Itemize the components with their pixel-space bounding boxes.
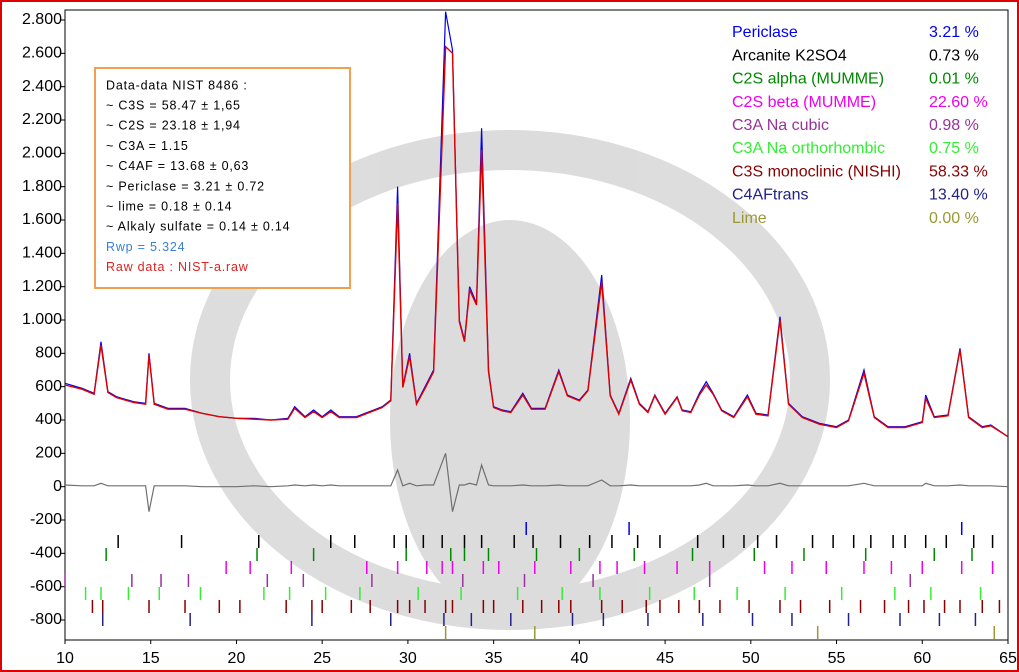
legend-value: 22.60 % [929,94,988,111]
y-tick-label: 1.200 [22,278,62,295]
x-tick-label: 30 [399,650,417,667]
y-tick-label: 2.400 [22,78,62,95]
legend-label: C3A Na cubic [732,117,829,134]
annotation-box [94,67,351,289]
legend-value: 0.01 % [929,71,979,88]
legend-label: C2S alpha (MUMME) [732,71,884,88]
annotation-line: Raw data : NIST-a.raw [106,260,249,274]
annotation-line: ~ Alkaly sulfate = 0.14 ± 0.14 [106,220,290,234]
y-tick-label: 1.600 [22,211,62,228]
series-line [64,453,1009,512]
y-tick-label: 600 [35,378,62,395]
x-tick-label: 55 [828,650,846,667]
y-tick-label: 1.800 [22,178,62,195]
x-tick-label: 50 [742,650,760,667]
legend-value: 3.21 % [929,24,979,41]
y-tick-label: 2.200 [22,111,62,128]
y-tick-label: 2.000 [22,145,62,162]
y-tick-label: 800 [35,345,62,362]
annotation-line: ~ C3S = 58.47 ± 1,65 [106,98,241,112]
annotation-line: ~ C3A = 1.15 [106,139,189,153]
y-tick-label: -800 [30,611,62,628]
x-tick-label: 65 [999,650,1017,667]
y-tick-label: 1.400 [22,245,62,262]
y-tick-label: -400 [30,545,62,562]
x-tick-label: 15 [142,650,160,667]
legend-label: C2S beta (MUMME) [732,94,876,111]
legend-value: 58.33 % [929,163,988,180]
x-tick-label: 60 [913,650,931,667]
series-line [64,45,1009,438]
y-tick-label: 2.800 [22,11,62,28]
y-tick-label: -600 [30,578,62,595]
x-tick-label: 25 [313,650,331,667]
legend-value: 0.98 % [929,117,979,134]
y-tick-label: 2.600 [22,45,62,62]
legend-value: 0.75 % [929,140,979,157]
legend-value: 13.40 % [929,187,988,204]
legend-label: Arcanite K2SO4 [732,47,847,64]
annotation-line: Rwp = 5.324 [106,240,185,254]
y-tick-label: 400 [35,411,62,428]
legend-label: Periclase [732,24,798,41]
legend-label: C3S monoclinic (NISHI) [732,163,901,180]
annotation-line: ~ lime = 0.18 ± 0.14 [106,199,232,213]
y-tick-label: 1.000 [22,311,62,328]
y-tick-label: 200 [35,445,62,462]
x-tick-label: 40 [570,650,588,667]
y-tick-label: -200 [30,511,62,528]
annotation-line: ~ Periclase = 3.21 ± 0.72 [106,179,265,193]
annotation-line: Data-data NIST 8486 : [106,78,248,92]
plot-frame [64,9,1009,641]
legend-value: 0.73 % [929,47,979,64]
legend-label: Lime [732,210,767,227]
x-tick-label: 35 [485,650,503,667]
x-tick-label: 45 [656,650,674,667]
legend-value: 0.00 % [929,210,979,227]
watermark [190,130,830,630]
y-tick-label: 0 [53,478,62,495]
legend-label: C3A Na orthorhombic [732,140,885,157]
annotation-line: ~ C4AF = 13.68 ± 0,63 [106,159,249,173]
legend-label: C4AFtrans [732,187,808,204]
x-tick-label: 20 [228,650,246,667]
x-tick-label: 10 [56,650,74,667]
annotation-line: ~ C2S = 23.18 ± 1,94 [106,119,241,133]
